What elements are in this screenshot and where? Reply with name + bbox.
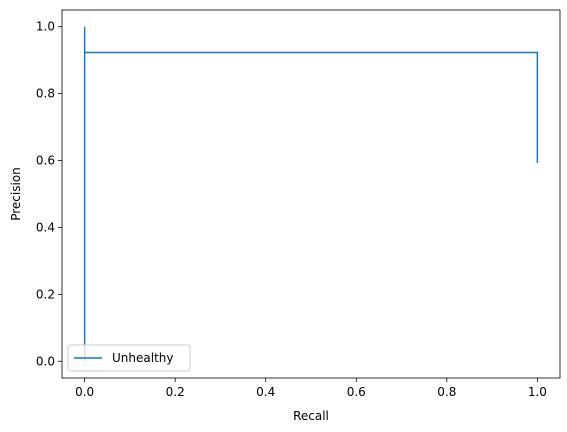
series-line	[83, 26, 539, 362]
plot-frame	[61, 9, 561, 379]
x-tick-label: 1.0	[528, 385, 547, 399]
y-tick-label: 0.2	[36, 287, 55, 301]
legend: Unhealthy	[67, 344, 191, 372]
y-tick-label: 0.8	[36, 87, 55, 101]
plot-area-background	[62, 10, 560, 378]
y-tick-label: 0.0	[36, 354, 55, 368]
y-tick-label: 0.6	[36, 154, 55, 168]
legend-label: Unhealthy	[112, 351, 173, 365]
y-tick-label: 1.0	[36, 20, 55, 34]
y-tick-label: 0.4	[36, 220, 55, 234]
x-axis-ticks: 0.0 0.2 0.4 0.6 0.8 1.0	[75, 378, 547, 399]
x-tick-label: 0.0	[75, 385, 94, 399]
y-axis-label: Precision	[9, 167, 23, 221]
x-tick-label: 0.2	[166, 385, 185, 399]
series-layer	[83, 26, 539, 362]
legend-box	[67, 344, 191, 372]
y-axis-ticks: 0.0 0.2 0.4 0.6 0.8 1.0	[36, 20, 62, 368]
x-axis-label: Recall	[293, 409, 329, 423]
x-tick-label: 0.8	[437, 385, 456, 399]
x-tick-label: 0.4	[256, 385, 275, 399]
x-tick-label: 0.6	[347, 385, 366, 399]
